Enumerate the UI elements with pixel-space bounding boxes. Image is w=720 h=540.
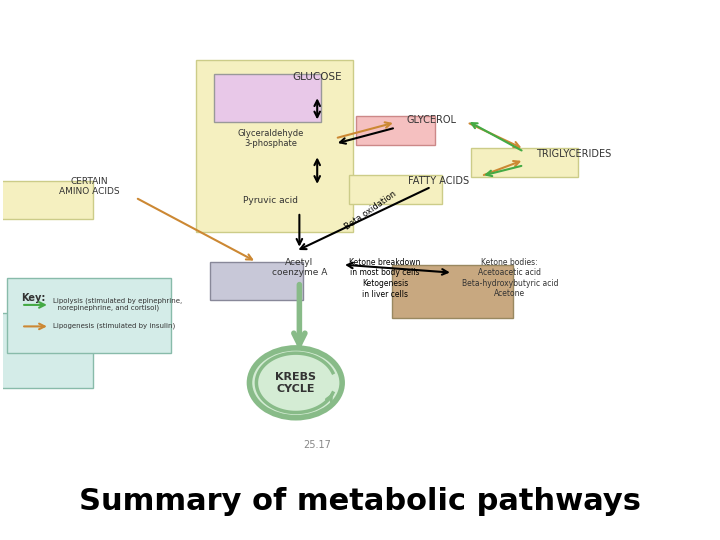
FancyBboxPatch shape — [349, 174, 442, 204]
Text: Ketogenesis
in liver cells: Ketogenesis in liver cells — [362, 279, 408, 299]
Text: FATTY ACIDS: FATTY ACIDS — [408, 177, 469, 186]
Text: Summary of metabolic pathways: Summary of metabolic pathways — [79, 487, 641, 516]
FancyBboxPatch shape — [356, 116, 435, 145]
Text: Lipogenesis (stimulated by insulin): Lipogenesis (stimulated by insulin) — [53, 322, 176, 329]
Text: CERTAIN
AMINO ACIDS: CERTAIN AMINO ACIDS — [58, 177, 120, 197]
Text: Acetyl
coenzyme A: Acetyl coenzyme A — [271, 258, 327, 277]
Text: KREBS
CYCLE: KREBS CYCLE — [275, 372, 316, 394]
Text: Ketone bodies:
Acetoacetic acid
Beta-hydroxybutyric acid
Acetone: Ketone bodies: Acetoacetic acid Beta-hyd… — [462, 258, 558, 298]
FancyBboxPatch shape — [210, 262, 303, 300]
Text: Lipolysis (stimulated by epinephrine,
  norepinephrine, and cortisol): Lipolysis (stimulated by epinephrine, no… — [53, 298, 183, 312]
Text: Key:: Key: — [21, 293, 45, 302]
Text: Ketone breakdown
in most body cells: Ketone breakdown in most body cells — [349, 258, 420, 277]
FancyBboxPatch shape — [392, 265, 513, 319]
FancyBboxPatch shape — [7, 278, 171, 353]
FancyBboxPatch shape — [196, 60, 353, 232]
Text: TRIGLYCERIDES: TRIGLYCERIDES — [536, 150, 611, 159]
Text: Glyceraldehyde
3-phosphate: Glyceraldehyde 3-phosphate — [238, 129, 304, 148]
Text: Pyruvic acid: Pyruvic acid — [243, 195, 298, 205]
Circle shape — [249, 348, 342, 418]
FancyBboxPatch shape — [471, 148, 577, 177]
FancyBboxPatch shape — [0, 181, 93, 219]
Text: GLUCOSE: GLUCOSE — [292, 72, 342, 82]
Text: Beta oxidation: Beta oxidation — [343, 190, 398, 232]
Text: GLYCEROL: GLYCEROL — [406, 114, 456, 125]
FancyBboxPatch shape — [214, 74, 321, 122]
FancyBboxPatch shape — [0, 313, 93, 388]
Text: 25.17: 25.17 — [303, 440, 331, 450]
